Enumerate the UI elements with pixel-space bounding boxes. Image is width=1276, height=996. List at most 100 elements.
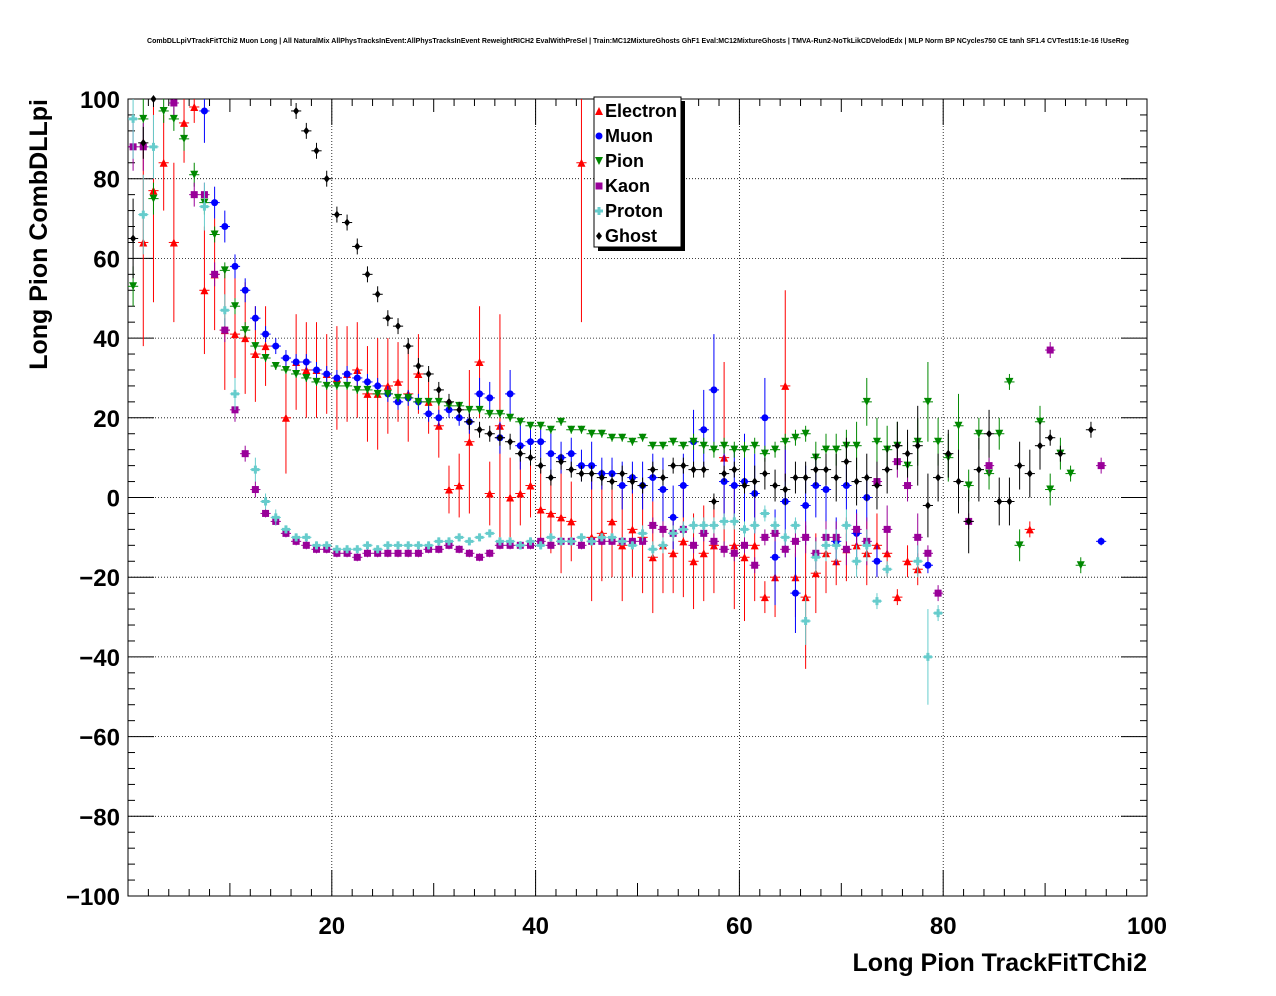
series-proton (128, 99, 944, 705)
x-tick-label: 80 (930, 913, 957, 940)
series-ghost (128, 95, 1097, 554)
data-point-electron (577, 158, 586, 167)
data-point-muon (822, 486, 830, 494)
data-point-ghost (364, 270, 371, 279)
data-point-ghost (425, 369, 432, 378)
data-point-proton (934, 609, 943, 618)
data-point-proton (404, 541, 413, 550)
data-point-kaon (904, 482, 912, 490)
data-point-pion (597, 429, 606, 438)
y-axis-title: Long Pion CombDLLpi (25, 99, 53, 370)
data-point-ghost (1087, 425, 1094, 434)
data-point-ghost (1047, 433, 1054, 442)
y-tick-label: −60 (79, 725, 120, 752)
data-point-pion (974, 429, 983, 438)
data-point-ghost (894, 441, 901, 450)
data-point-pion (801, 429, 810, 438)
data-point-proton (618, 537, 627, 546)
data-point-pion (964, 481, 973, 490)
legend-entry-proton: Proton (595, 201, 663, 221)
data-point-muon (425, 410, 433, 418)
data-point-kaon (241, 450, 249, 458)
data-point-proton (720, 517, 729, 526)
y-tick-label: 0 (107, 486, 120, 513)
data-point-proton (261, 497, 270, 506)
y-tick-label: 80 (93, 167, 120, 194)
data-point-pion (292, 369, 301, 378)
data-point-proton (832, 541, 841, 550)
data-point-electron (169, 238, 178, 247)
data-point-muon (343, 370, 351, 378)
data-point-kaon (353, 553, 361, 561)
legend-label-electron: Electron (605, 101, 677, 121)
data-point-pion (720, 441, 729, 450)
data-point-kaon (842, 545, 850, 553)
data-point-pion (618, 433, 627, 442)
data-point-pion (230, 302, 239, 311)
data-point-pion (383, 389, 392, 398)
data-point-ghost (456, 405, 463, 414)
data-point-pion (271, 361, 280, 370)
data-point-proton (312, 541, 321, 550)
data-point-muon (567, 450, 575, 458)
data-point-muon (435, 414, 443, 422)
data-point-kaon (221, 326, 229, 334)
data-point-proton (353, 545, 362, 554)
x-axis-title: Long Pion TrackFitTChi2 (853, 949, 1147, 977)
data-point-muon (302, 358, 310, 366)
y-axis-tick-labels: 100 80 60 40 20 0 −20 −40 −60 −80 −100 (66, 87, 120, 911)
data-point-proton (424, 541, 433, 550)
data-point-ghost (772, 481, 779, 490)
data-point-pion (872, 437, 881, 446)
data-point-ghost (965, 517, 972, 526)
data-point-pion (190, 170, 199, 179)
data-point-ghost (884, 465, 891, 474)
data-point-muon (231, 262, 239, 270)
data-point-ghost (721, 469, 728, 478)
data-point-muon (679, 482, 687, 490)
data-point-proton (444, 537, 453, 546)
data-point-electron (781, 381, 790, 390)
data-point-pion (516, 417, 525, 426)
data-point-pion (862, 397, 871, 406)
data-point-ghost (303, 126, 310, 135)
data-point-proton (363, 541, 372, 550)
data-point-kaon (781, 545, 789, 553)
data-point-electron (679, 537, 688, 546)
data-point-pion (343, 381, 352, 390)
data-point-kaon (730, 549, 738, 557)
data-point-ghost (578, 469, 585, 478)
data-point-ghost (547, 473, 554, 482)
data-point-ghost (873, 481, 880, 490)
data-point-kaon (1097, 462, 1105, 470)
data-point-proton (383, 541, 392, 550)
data-point-kaon (394, 549, 402, 557)
data-point-ghost (293, 106, 300, 115)
data-point-pion (934, 437, 943, 446)
data-point-electron (699, 549, 708, 558)
data-point-ghost (924, 501, 931, 510)
data-point-muon (761, 414, 769, 422)
data-point-kaon (883, 525, 891, 533)
data-point-pion (750, 441, 759, 450)
data-point-muon (873, 557, 881, 565)
data-point-ghost (853, 477, 860, 486)
data-point-proton (557, 537, 566, 546)
data-point-ghost (130, 234, 137, 243)
data-point-muon (323, 370, 331, 378)
data-point-pion (638, 433, 647, 442)
data-point-muon (211, 199, 219, 207)
data-point-muon (262, 330, 270, 338)
data-point-muon (313, 366, 321, 374)
data-point-pion (241, 326, 250, 335)
data-point-pion (159, 106, 168, 115)
data-point-pion (180, 134, 189, 143)
data-point-ghost (609, 477, 616, 486)
data-point-ghost (731, 465, 738, 474)
data-point-proton (709, 521, 718, 530)
data-point-proton (852, 557, 861, 566)
data-point-ghost (374, 290, 381, 299)
data-point-kaon (791, 537, 799, 545)
data-point-proton (608, 533, 617, 542)
data-point-pion (251, 342, 260, 351)
